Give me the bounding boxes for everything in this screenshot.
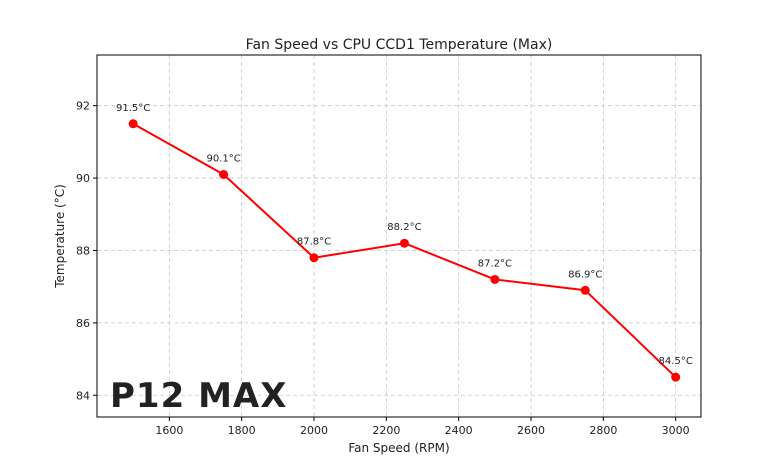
x-tick-label: 1600 — [155, 424, 183, 437]
data-point — [399, 238, 409, 248]
y-tick-label: 92 — [76, 100, 90, 113]
x-tick-label: 2400 — [445, 424, 473, 437]
chart-title: Fan Speed vs CPU CCD1 Temperature (Max) — [246, 37, 553, 53]
y-tick-label: 84 — [76, 389, 90, 402]
x-tick-label: 2600 — [517, 424, 545, 437]
series-layer: 91.5°C 90.1°C 87.8°C 88.2°C 87.2°C 86.9°C 84.5… — [116, 103, 693, 382]
y-tick-label: 90 — [76, 172, 90, 185]
x-tick-label: 3000 — [662, 424, 690, 437]
data-point — [309, 253, 319, 263]
watermark-text: P12 MAX — [110, 376, 287, 416]
data-point — [671, 372, 681, 382]
data-label: 88.2°C — [387, 222, 421, 233]
data-point — [128, 119, 138, 129]
y-axis: 84 86 88 90 92 — [76, 100, 97, 402]
data-label: 91.5°C — [116, 103, 150, 114]
data-point — [490, 274, 500, 284]
plot-frame — [96, 54, 702, 418]
watermark-logo: P12 MAX — [110, 376, 287, 416]
x-tick-label: 2800 — [589, 424, 617, 437]
y-axis-label: Temperature (°C) — [53, 184, 67, 289]
data-label: 87.8°C — [297, 237, 331, 248]
data-label: 90.1°C — [206, 153, 240, 164]
data-label: 84.5°C — [659, 356, 693, 367]
data-label: 86.9°C — [568, 269, 602, 280]
x-axis: 1600 1800 2000 2200 2400 2600 2800 3000 — [155, 417, 690, 437]
x-tick-label: 1800 — [228, 424, 256, 437]
x-axis-label: Fan Speed (RPM) — [348, 441, 449, 455]
x-tick-label: 2000 — [300, 424, 328, 437]
y-tick-label: 88 — [76, 244, 90, 257]
data-point — [580, 285, 590, 295]
y-tick-label: 86 — [76, 317, 90, 330]
data-point — [219, 169, 229, 179]
data-label: 87.2°C — [478, 258, 512, 269]
x-tick-label: 2200 — [372, 424, 400, 437]
grid — [97, 55, 701, 417]
